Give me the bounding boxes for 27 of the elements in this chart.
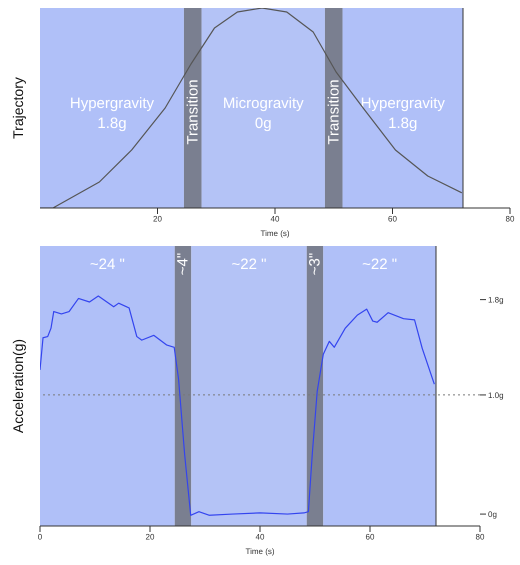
- y-tick-label: 1.0g: [488, 390, 504, 400]
- y-tick-label: 1.8g: [488, 295, 504, 304]
- band-label: Hypergravity 1.8g: [360, 94, 446, 132]
- band-label: Hypergravity 1.8g: [70, 94, 155, 132]
- band-label: Transition: [184, 79, 202, 145]
- x-tick-label: 20: [153, 214, 162, 224]
- band-label: Microgravity 0g: [222, 94, 304, 132]
- y-axis-title: Acceleration(g): [10, 338, 26, 434]
- band-label: ~22 ": [232, 256, 266, 272]
- band-label: Transition: [325, 79, 342, 145]
- x-tick-label: 80: [506, 214, 515, 224]
- x-tick-label: 0: [38, 532, 43, 542]
- x-tick-label: 80: [476, 532, 485, 542]
- x-axis-title: Time (s): [260, 229, 290, 238]
- x-tick-label: 20: [146, 532, 155, 542]
- x-tick-label: 60: [388, 214, 398, 224]
- x-tick-label: 40: [270, 214, 280, 224]
- y-axis-title: Trajectory: [10, 77, 26, 139]
- band-label: ~4": [174, 252, 192, 276]
- band-label: ~24 ": [90, 256, 125, 272]
- x-tick-label: 40: [256, 532, 265, 542]
- band-label: ~22 ": [362, 256, 398, 272]
- x-tick-label: 60: [366, 532, 375, 542]
- band-label: ~3": [306, 252, 324, 276]
- y-tick-label: 0g: [488, 510, 497, 519]
- line-series: [40, 295, 435, 516]
- x-axis-title: Time (s): [245, 547, 275, 556]
